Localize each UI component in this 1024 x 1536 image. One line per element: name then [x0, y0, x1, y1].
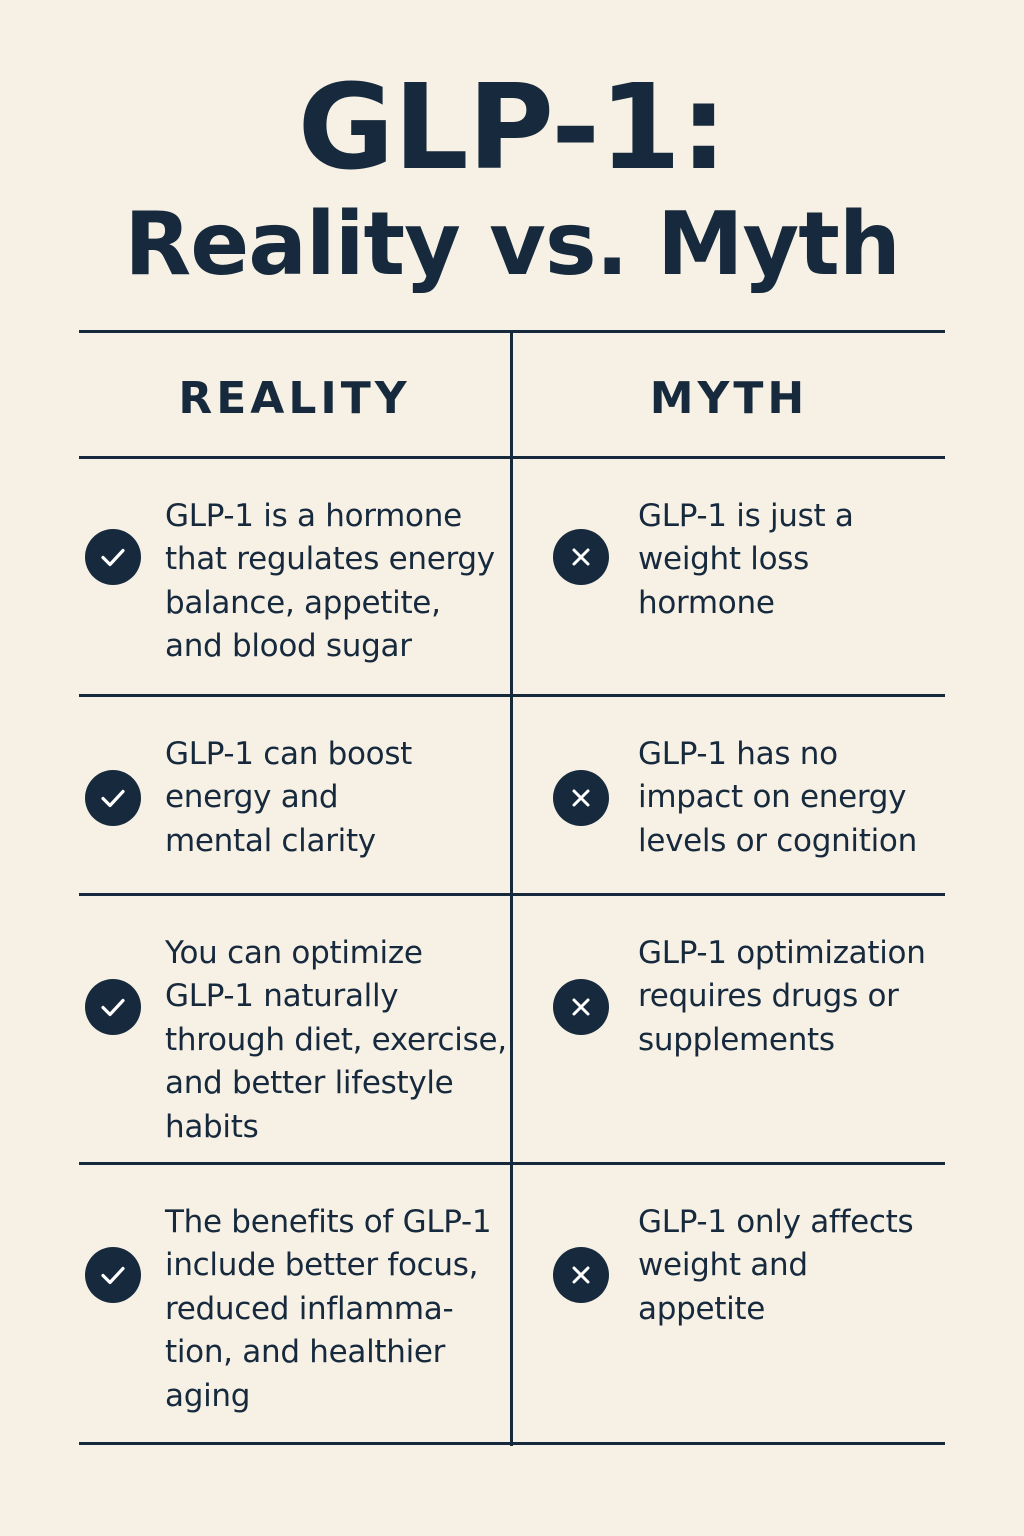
myth-cell: GLP-1 is just a weight loss hormone: [513, 459, 945, 694]
reality-cell: GLP-1 is a hormone that regulates energy…: [79, 459, 510, 694]
x-circle-icon: [553, 979, 609, 1035]
reality-statement: GLP-1 is a hormone that regulates energy…: [165, 498, 495, 665]
reality-cell: GLP-1 can boost energy and mental clarit…: [79, 697, 510, 893]
reality-statement: The benefits of GLP-1 include better foc…: [165, 1204, 492, 1414]
checkmark-circle-icon: [85, 979, 141, 1035]
checkmark-circle-icon: [85, 1247, 141, 1303]
myth-column-header: MYTH: [649, 373, 809, 424]
myth-cell: GLP-1 only affects weight and appetite: [513, 1165, 945, 1442]
myth-statement: GLP-1 only affects weight and appetite: [638, 1204, 914, 1327]
table-row: GLP-1 can boost energy and mental clarit…: [79, 697, 945, 893]
reality-column-header: REALITY: [178, 373, 411, 424]
table-row: You can optimize GLP-1 naturally through…: [79, 896, 945, 1162]
myth-cell: GLP-1 has no impact on energy levels or …: [513, 697, 945, 893]
myth-statement: GLP-1 optimization requires drugs or sup…: [638, 935, 926, 1058]
table-row: The benefits of GLP-1 include better foc…: [79, 1165, 945, 1442]
reality-statement: GLP-1 can boost energy and mental clarit…: [165, 736, 413, 859]
comparison-table: REALITY MYTH GLP-1 is a hormone that reg…: [79, 330, 945, 1446]
reality-cell: The benefits of GLP-1 include better foc…: [79, 1165, 510, 1442]
reality-cell: You can optimize GLP-1 naturally through…: [79, 896, 510, 1162]
column-divider: [510, 330, 513, 1446]
reality-statement: You can optimize GLP-1 naturally through…: [165, 935, 507, 1145]
table-row: GLP-1 is a hormone that regulates energy…: [79, 459, 945, 694]
x-circle-icon: [553, 1247, 609, 1303]
myth-statement: GLP-1 is just a weight loss hormone: [638, 498, 854, 621]
x-circle-icon: [553, 529, 609, 585]
page-subtitle: Reality vs. Myth: [124, 193, 901, 295]
page-title: GLP-1:: [297, 58, 728, 196]
myth-statement: GLP-1 has no impact on energy levels or …: [638, 736, 917, 859]
myth-cell: GLP-1 optimization requires drugs or sup…: [513, 896, 945, 1162]
checkmark-circle-icon: [85, 770, 141, 826]
checkmark-circle-icon: [85, 529, 141, 585]
x-circle-icon: [553, 770, 609, 826]
